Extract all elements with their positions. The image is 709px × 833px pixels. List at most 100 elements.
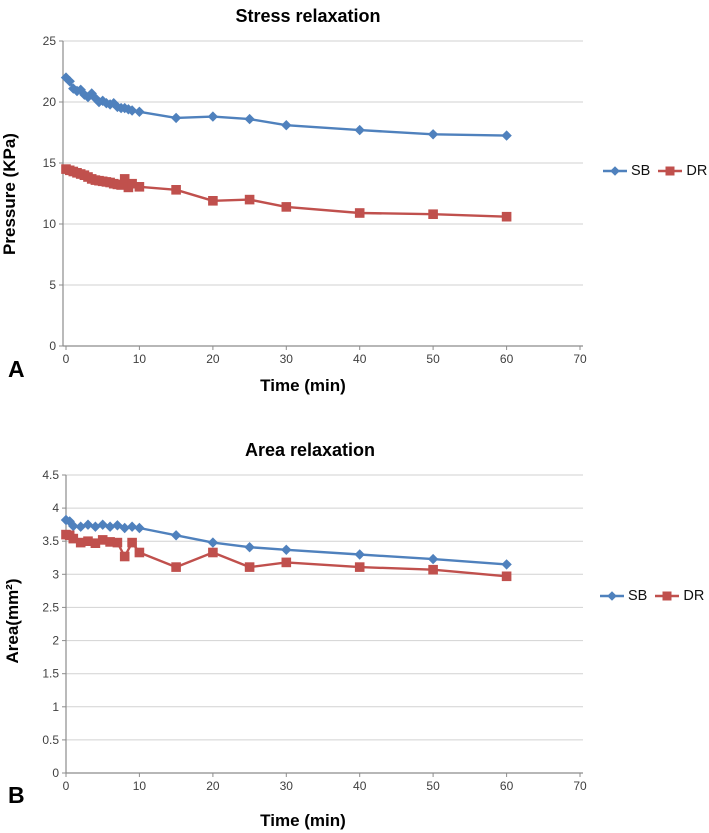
y-axis-title: Pressure (KPa): [0, 133, 19, 255]
y-tick-label: 0.5: [42, 733, 59, 747]
x-tick-label: 0: [63, 352, 70, 366]
data-point-marker: [281, 120, 292, 131]
diamond-marker-icon: [607, 591, 617, 601]
x-tick-label: 70: [573, 352, 587, 366]
data-point-marker: [90, 521, 101, 532]
x-tick-label: 50: [426, 779, 440, 793]
data-point-marker: [134, 522, 145, 534]
data-point-marker: [134, 182, 145, 192]
data-point-marker: [171, 185, 181, 195]
square-marker-icon: [665, 166, 675, 176]
y-tick-label: 0: [52, 766, 59, 780]
legend-item-sb: SB: [599, 588, 647, 604]
data-point-marker: [244, 562, 255, 572]
y-tick-label: 4.5: [42, 468, 59, 482]
data-point-marker: [501, 211, 512, 222]
data-point-marker: [97, 519, 108, 530]
data-point-marker: [82, 519, 94, 530]
x-tick-label: 30: [280, 352, 294, 366]
data-point-marker: [501, 130, 512, 141]
y-tick-label: 1: [52, 700, 59, 714]
data-point-marker: [501, 559, 512, 570]
series-DR: [61, 529, 512, 582]
data-point-marker: [64, 76, 75, 87]
y-tick-label: 20: [43, 95, 57, 109]
y-tick-label: 25: [43, 34, 57, 48]
stress-chart-svg: Stress relaxation Pressure (KPa) Time (m…: [0, 6, 587, 395]
data-point-marker: [134, 547, 145, 558]
legend-label-sb: SB: [631, 163, 651, 179]
diamond-marker-icon: [610, 166, 620, 176]
legend-label-dr: DR: [683, 588, 705, 604]
data-point-marker: [90, 538, 101, 548]
data-point-marker: [75, 521, 86, 532]
legend-swatch-dr: [658, 166, 683, 176]
data-point-marker: [97, 95, 108, 106]
series-DR: [61, 164, 512, 222]
y-tick-label: 2: [52, 634, 59, 648]
y-tick-label: 3.5: [42, 534, 59, 548]
x-tick-label: 30: [280, 779, 294, 793]
series-SB: [60, 72, 512, 141]
data-point-marker: [244, 194, 255, 205]
x-tick-label: 70: [573, 779, 587, 793]
data-point-marker: [68, 533, 79, 544]
data-point-marker: [281, 557, 292, 568]
data-point-marker: [126, 105, 138, 116]
x-tick-label: 60: [500, 779, 514, 793]
data-point-marker: [427, 129, 439, 140]
data-point-marker: [170, 530, 182, 541]
data-point-marker: [83, 536, 93, 546]
data-point-marker: [170, 112, 182, 124]
panel-letter-a: A: [8, 356, 25, 382]
y-tick-label: 3: [52, 567, 59, 581]
data-point-marker: [108, 98, 119, 109]
data-point-marker: [75, 537, 86, 548]
data-point-marker: [119, 522, 130, 534]
data-point-marker: [354, 549, 365, 560]
chart-title: Area relaxation: [245, 440, 375, 460]
y-tick-label: 5: [49, 278, 56, 292]
data-point-marker: [281, 202, 292, 212]
area-relaxation-panel: Area relaxation Area(mm²) Time (min) 0 0.…: [0, 416, 709, 833]
square-marker-icon: [662, 591, 672, 601]
legend: SB DR: [599, 588, 704, 604]
y-tick-label: 1.5: [42, 667, 59, 681]
panel-letter-b: B: [8, 782, 25, 808]
data-point-marker: [75, 84, 86, 95]
x-tick-label: 40: [353, 352, 367, 366]
data-point-marker: [119, 174, 130, 184]
data-point-marker: [134, 106, 145, 117]
data-point-marker: [501, 571, 512, 582]
legend-label-sb: SB: [628, 588, 648, 604]
legend-item-sb: SB: [602, 163, 650, 179]
data-point-marker: [112, 537, 123, 548]
gridlines: [66, 474, 583, 741]
data-point-marker: [281, 544, 292, 555]
data-point-marker: [428, 564, 438, 575]
y-tick-label: 2.5: [42, 600, 59, 614]
y-tick-label: 15: [43, 156, 57, 170]
x-tick-label: 20: [206, 352, 220, 366]
data-point-marker: [207, 111, 219, 122]
data-point-marker: [127, 537, 137, 548]
stress-relaxation-panel: Stress relaxation Pressure (KPa) Time (m…: [0, 0, 709, 416]
x-tick-label: 20: [206, 779, 220, 793]
data-point-marker: [86, 88, 97, 99]
legend-item-dr: DR: [657, 163, 707, 179]
data-point-marker: [97, 535, 108, 545]
data-point-marker: [119, 551, 130, 562]
x-tick-label: 10: [133, 352, 147, 366]
y-tick-label: 4: [52, 501, 59, 515]
data-point-marker: [354, 208, 365, 218]
legend-item-dr: DR: [654, 588, 704, 604]
data-point-marker: [208, 196, 218, 206]
data-point-marker: [244, 113, 255, 125]
data-point-marker: [171, 562, 181, 572]
data-point-marker: [208, 547, 218, 558]
x-axis-title: Time (min): [260, 376, 346, 395]
data-point-marker: [68, 83, 79, 94]
x-tick-label: 40: [353, 779, 367, 793]
data-point-marker: [68, 520, 79, 532]
gridlines: [63, 40, 583, 286]
